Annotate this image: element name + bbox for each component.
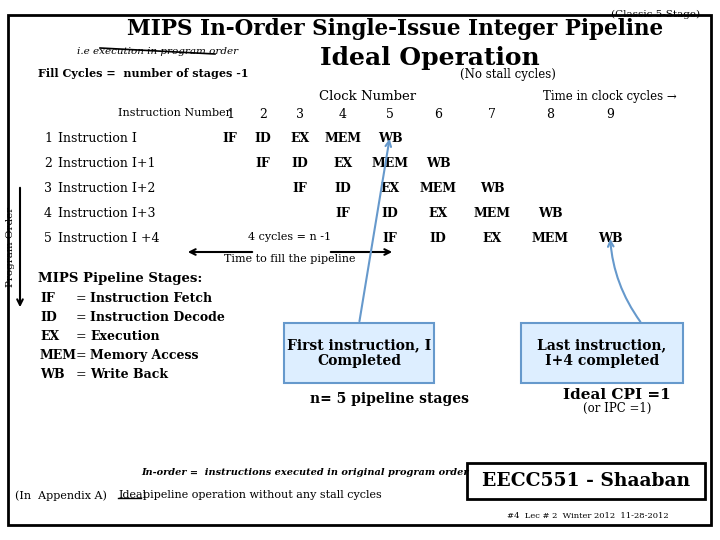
FancyBboxPatch shape <box>467 463 705 499</box>
Text: WB: WB <box>426 157 450 170</box>
Text: 2: 2 <box>44 157 52 170</box>
Text: =: = <box>76 292 86 305</box>
Text: Memory Access: Memory Access <box>90 349 199 362</box>
Text: MEM: MEM <box>474 207 510 220</box>
Text: Instruction I: Instruction I <box>58 132 137 145</box>
Text: MEM: MEM <box>40 349 77 362</box>
Text: EX: EX <box>428 207 448 220</box>
Text: i.e execution in program order: i.e execution in program order <box>78 47 238 56</box>
Text: Program Order: Program Order <box>6 207 16 287</box>
Text: 2: 2 <box>259 108 267 121</box>
Text: =: = <box>76 330 86 343</box>
Text: Ideal Operation: Ideal Operation <box>320 46 540 70</box>
Text: (or IPC =1): (or IPC =1) <box>582 402 651 415</box>
Text: n= 5 pipeline stages: n= 5 pipeline stages <box>310 392 469 406</box>
Text: 3: 3 <box>296 108 304 121</box>
Text: 8: 8 <box>546 108 554 121</box>
Text: EX: EX <box>40 330 59 343</box>
Text: pipeline operation without any stall cycles: pipeline operation without any stall cyc… <box>143 490 382 500</box>
Text: IF: IF <box>40 292 55 305</box>
Text: =: = <box>76 311 86 324</box>
Text: Instruction Decode: Instruction Decode <box>90 311 225 324</box>
Text: MEM: MEM <box>531 232 569 245</box>
Text: ID: ID <box>382 207 398 220</box>
Text: 7: 7 <box>488 108 496 121</box>
Text: WB: WB <box>40 368 65 381</box>
Text: EX: EX <box>290 132 310 145</box>
Text: Execution: Execution <box>90 330 160 343</box>
Text: 1: 1 <box>44 132 52 145</box>
Text: IF: IF <box>256 157 271 170</box>
Text: Instruction Number: Instruction Number <box>119 108 232 118</box>
Text: WB: WB <box>480 182 504 195</box>
FancyBboxPatch shape <box>521 323 683 383</box>
Text: IF: IF <box>382 232 397 245</box>
Text: WB: WB <box>378 132 402 145</box>
Text: =: = <box>76 349 86 362</box>
Text: MEM: MEM <box>372 157 408 170</box>
Text: 1: 1 <box>226 108 234 121</box>
Text: =: = <box>76 368 86 381</box>
Text: EX: EX <box>380 182 400 195</box>
Text: Ideal CPI =1: Ideal CPI =1 <box>563 388 671 402</box>
Text: MIPS Pipeline Stages:: MIPS Pipeline Stages: <box>38 272 202 285</box>
Text: Instruction I+2: Instruction I+2 <box>58 182 156 195</box>
Text: (In  Appendix A): (In Appendix A) <box>15 490 107 501</box>
Text: Clock Number: Clock Number <box>320 90 417 103</box>
Text: 3: 3 <box>44 182 52 195</box>
Text: 4: 4 <box>339 108 347 121</box>
Text: EECC551 - Shaaban: EECC551 - Shaaban <box>482 472 690 490</box>
Text: 5: 5 <box>44 232 52 245</box>
Text: 9: 9 <box>606 108 614 121</box>
Text: Last instruction,
I+4 completed: Last instruction, I+4 completed <box>537 338 667 368</box>
Text: (Classic 5-Stage): (Classic 5-Stage) <box>611 10 700 19</box>
Text: First instruction, I
Completed: First instruction, I Completed <box>287 338 431 368</box>
Text: IF: IF <box>222 132 238 145</box>
Text: Write Back: Write Back <box>90 368 168 381</box>
Text: (No stall cycles): (No stall cycles) <box>460 68 556 81</box>
Text: MIPS In-Order Single-Issue Integer Pipeline: MIPS In-Order Single-Issue Integer Pipel… <box>127 18 663 40</box>
Text: Ideal: Ideal <box>118 490 146 500</box>
Text: ID: ID <box>335 182 351 195</box>
Text: MEM: MEM <box>420 182 456 195</box>
Text: Instruction I+1: Instruction I+1 <box>58 157 156 170</box>
Text: ID: ID <box>292 157 308 170</box>
Text: 4: 4 <box>44 207 52 220</box>
Text: EX: EX <box>333 157 353 170</box>
Text: EX: EX <box>482 232 502 245</box>
Text: WB: WB <box>598 232 622 245</box>
Text: ID: ID <box>430 232 446 245</box>
Text: IF: IF <box>336 207 351 220</box>
Text: WB: WB <box>538 207 562 220</box>
Text: Instruction I +4: Instruction I +4 <box>58 232 160 245</box>
Text: #4  Lec # 2  Winter 2012  11-28-2012: #4 Lec # 2 Winter 2012 11-28-2012 <box>507 512 669 520</box>
Text: Time to fill the pipeline: Time to fill the pipeline <box>224 254 356 264</box>
Text: Instruction Fetch: Instruction Fetch <box>90 292 212 305</box>
Text: 6: 6 <box>434 108 442 121</box>
Text: ID: ID <box>40 311 57 324</box>
Text: MEM: MEM <box>325 132 361 145</box>
Text: Instruction I+3: Instruction I+3 <box>58 207 156 220</box>
Text: 5: 5 <box>386 108 394 121</box>
Text: Fill Cycles =  number of stages -1: Fill Cycles = number of stages -1 <box>38 68 248 79</box>
Text: 4 cycles = n -1: 4 cycles = n -1 <box>248 232 332 242</box>
Text: IF: IF <box>292 182 307 195</box>
Text: ID: ID <box>255 132 271 145</box>
Text: In-order =  instructions executed in original program order: In-order = instructions executed in orig… <box>141 468 469 477</box>
Text: Time in clock cycles →: Time in clock cycles → <box>543 90 677 103</box>
FancyBboxPatch shape <box>284 323 434 383</box>
